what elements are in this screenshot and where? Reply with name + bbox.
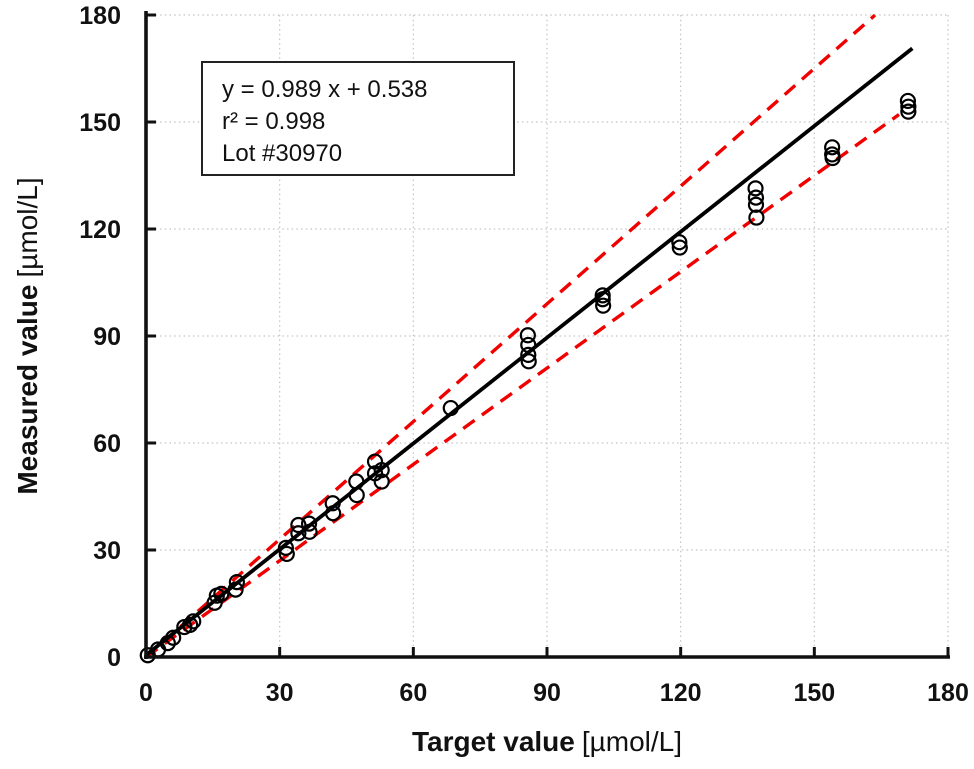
- data-point: [671, 239, 688, 256]
- data-point: [748, 209, 765, 226]
- x-tick-label: 180: [927, 679, 969, 707]
- data-point: [290, 525, 307, 542]
- y-axis-unit: [µmol/L]: [12, 177, 43, 278]
- data-point: [278, 545, 295, 563]
- data-point: [520, 336, 537, 354]
- data-point: [300, 515, 318, 532]
- regression-equation: y = 0.989 x + 0.538: [222, 76, 428, 103]
- regression-stats-box: y = 0.989 x + 0.538 r² = 0.998 Lot #3097…: [201, 61, 515, 176]
- upper-limit-line: [144, 13, 877, 659]
- data-point: [277, 539, 295, 556]
- data-point: [442, 399, 459, 417]
- y-tick-label: 150: [79, 109, 121, 137]
- data-point: [228, 573, 245, 591]
- data-point: [324, 495, 341, 512]
- r-squared-value: r² = 0.998: [222, 108, 326, 135]
- x-tick-label: 90: [533, 679, 561, 707]
- data-point: [227, 581, 244, 598]
- lot-number: Lot #30970: [222, 140, 343, 167]
- data-point: [348, 486, 365, 504]
- data-point: [900, 103, 917, 120]
- y-tick-label: 30: [93, 537, 121, 565]
- data-point: [373, 462, 390, 479]
- y-tick-label: 120: [79, 216, 121, 244]
- data-point: [520, 353, 537, 370]
- data-point: [671, 234, 688, 251]
- data-point: [159, 634, 176, 652]
- y-axis-title: Measured value [µmol/L]: [12, 177, 44, 494]
- data-point: [301, 523, 318, 540]
- data-point: [519, 327, 536, 344]
- data-point: [182, 616, 199, 634]
- x-tick-label: 60: [399, 679, 427, 707]
- data-point: [373, 473, 390, 490]
- lower-limit-line: [145, 113, 900, 659]
- x-axis-title-text: Target value: [411, 726, 575, 757]
- x-axis-title: Target value [µmol/L]: [146, 726, 948, 758]
- x-tick-label: 120: [660, 679, 702, 707]
- data-point: [165, 629, 182, 646]
- y-tick-label: 180: [79, 2, 121, 30]
- y-tick-label: 60: [93, 430, 121, 458]
- data-point: [747, 196, 765, 213]
- x-axis-unit: [µmol/L]: [581, 726, 683, 757]
- data-point: [213, 585, 230, 602]
- y-tick-label: 0: [107, 644, 121, 672]
- data-point: [747, 180, 764, 197]
- data-point: [900, 98, 917, 115]
- data-point: [595, 297, 612, 314]
- data-point: [747, 189, 765, 206]
- data-point: [325, 505, 342, 522]
- data-point: [185, 613, 202, 630]
- y-axis-title-text: Measured value: [12, 284, 43, 495]
- x-tick-label: 30: [266, 679, 294, 707]
- data-point: [594, 291, 611, 308]
- x-tick-label: 150: [793, 679, 835, 707]
- data-point: [824, 149, 841, 167]
- x-tick-label: 0: [139, 679, 153, 707]
- data-point: [824, 139, 841, 156]
- data-point: [899, 92, 917, 110]
- y-tick-label: 90: [93, 323, 121, 351]
- data-point: [520, 346, 537, 364]
